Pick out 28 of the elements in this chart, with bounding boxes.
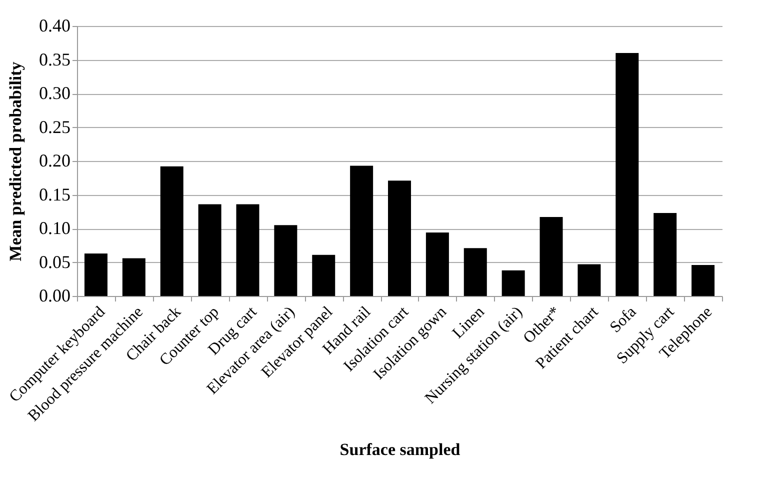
y-tick-label: 0.15	[39, 184, 70, 204]
bar	[274, 225, 298, 296]
y-tick-label: 0.35	[39, 49, 70, 70]
y-tick-label: 0.00	[39, 286, 70, 306]
bar	[236, 204, 260, 296]
bar	[388, 180, 411, 296]
bar	[692, 264, 715, 296]
bar	[540, 217, 563, 296]
y-axis-title: Mean predicted probability	[6, 61, 25, 262]
bar	[312, 254, 336, 296]
y-tick-label: 0.25	[39, 116, 70, 137]
bar	[350, 166, 374, 296]
bar	[84, 253, 108, 296]
bar	[464, 248, 487, 296]
bar	[502, 270, 525, 296]
y-tick-label: 0.40	[39, 16, 70, 36]
y-tick-label: 0.10	[39, 218, 70, 238]
bar	[122, 258, 146, 296]
bar	[160, 166, 184, 296]
bar	[654, 212, 677, 296]
bar	[578, 264, 601, 296]
bar	[426, 232, 449, 296]
y-tick-label: 0.05	[39, 252, 70, 272]
x-axis-title: Surface sampled	[340, 440, 461, 460]
bar	[198, 204, 222, 296]
bar	[616, 53, 639, 296]
y-tick-label: 0.30	[39, 83, 70, 103]
y-tick-label: 0.20	[39, 150, 70, 170]
